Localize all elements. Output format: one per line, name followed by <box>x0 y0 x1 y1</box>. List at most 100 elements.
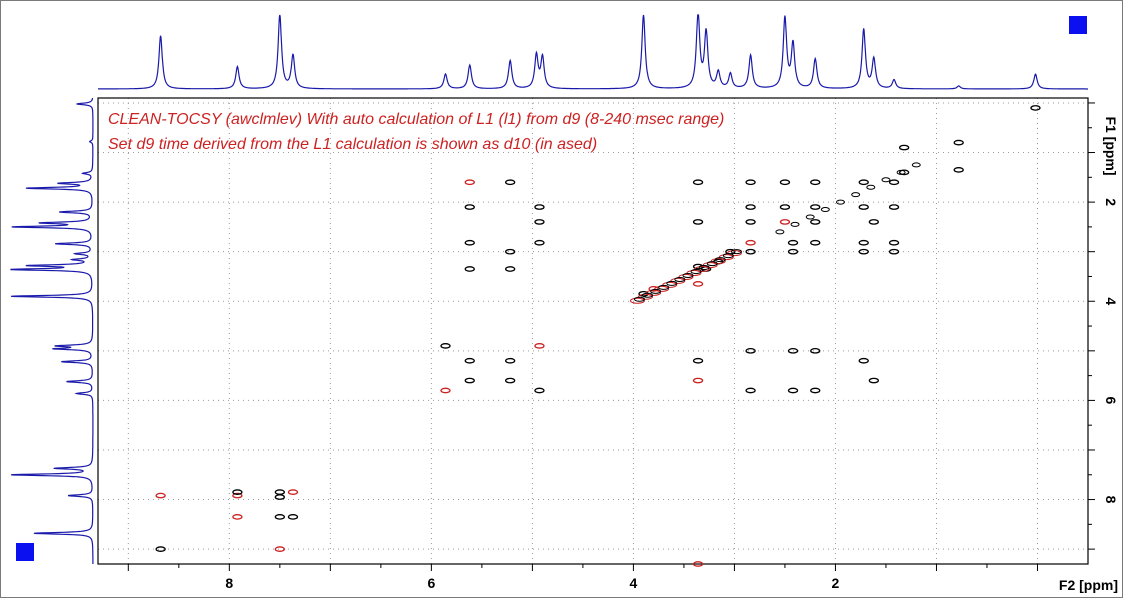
diagonal-peak <box>642 292 654 298</box>
cross-peak <box>888 204 900 210</box>
diagonal-peak <box>706 261 718 267</box>
cross-peak <box>638 290 649 297</box>
y-tick-label: 8 <box>1103 496 1119 504</box>
plot-area <box>97 97 1089 565</box>
cross-peak <box>155 546 166 552</box>
cross-peak <box>779 179 791 186</box>
cross-peak <box>534 219 545 225</box>
x-tick-label: 4 <box>630 575 638 591</box>
cross-peak <box>779 204 791 210</box>
cross-peak <box>274 546 285 552</box>
cross-peak <box>745 179 756 186</box>
diagonal-peak <box>666 280 678 286</box>
cross-peak <box>648 286 659 292</box>
cross-peak <box>953 167 964 173</box>
cross-peak <box>745 204 756 210</box>
cross-peak <box>745 347 756 354</box>
diagonal-peak <box>633 296 645 302</box>
cross-peaks <box>155 105 1041 567</box>
cross-peak <box>440 387 451 394</box>
cross-peak <box>692 357 704 364</box>
cross-peak <box>745 219 756 225</box>
diagonal-peak <box>658 284 670 290</box>
diagonal-peak <box>911 162 921 168</box>
f2-projection <box>98 14 1088 90</box>
diagonal-peak <box>698 265 710 271</box>
cross-peak <box>858 204 869 210</box>
cross-peak <box>1030 105 1041 111</box>
x-tick-label: 2 <box>832 575 840 591</box>
x-axis-ticks: 8 6 4 2 <box>127 564 1038 591</box>
cross-peak <box>287 514 299 520</box>
cross-peak <box>534 343 545 349</box>
cross-peak <box>888 248 900 255</box>
cross-peak <box>464 179 475 186</box>
cross-peak <box>810 179 821 186</box>
cross-peak <box>810 387 821 394</box>
diagonal-peak <box>790 221 800 227</box>
diagonal-peak <box>682 272 694 278</box>
cross-peak <box>464 377 475 384</box>
diagonal-peak <box>820 207 830 213</box>
diagonal-peak <box>805 214 815 220</box>
x-tick-label: 8 <box>225 575 233 591</box>
diagonal-peak <box>714 257 726 263</box>
cross-peak <box>692 179 704 186</box>
cross-peak <box>692 219 704 225</box>
cross-peak <box>810 219 821 225</box>
diagonal-peak <box>722 253 734 259</box>
diagonal-peak <box>650 288 662 294</box>
cross-peak <box>505 248 516 255</box>
cross-peak <box>505 377 516 384</box>
corner-marker-icon <box>16 543 34 561</box>
corner-marker-icon <box>1069 16 1087 34</box>
diagonal-peak <box>836 199 845 205</box>
annotation-line-2: Set d9 time derived from the L1 calculat… <box>108 136 597 153</box>
cross-peak <box>505 266 516 272</box>
diagonal-peak <box>629 297 645 304</box>
x-axis-label: F2 [ppm] <box>1059 577 1118 593</box>
diagonal-peak <box>881 177 891 183</box>
cross-peak <box>505 357 516 364</box>
cross-peak <box>464 239 475 246</box>
y-tick-label: 4 <box>1103 297 1119 305</box>
cross-peak <box>868 219 879 225</box>
cross-peak <box>953 139 964 146</box>
cross-peak <box>692 377 704 384</box>
y-axis-ticks: 2 4 6 8 <box>1088 102 1119 550</box>
cross-peak <box>787 239 799 246</box>
diagonal-peak <box>866 184 876 190</box>
cross-peak <box>810 204 821 210</box>
cross-peak <box>274 494 285 500</box>
cross-peak <box>692 281 704 287</box>
diagonal-peak <box>775 229 785 235</box>
cross-peak <box>745 239 756 246</box>
grid <box>98 98 1088 564</box>
cross-peak <box>440 343 451 349</box>
cross-peak <box>810 239 821 246</box>
cross-peak <box>898 169 910 176</box>
cross-peak <box>692 561 704 567</box>
cross-peak <box>787 347 799 354</box>
diagonal-peak <box>730 249 742 255</box>
cross-peak <box>534 204 545 210</box>
y-tick-label: 2 <box>1103 198 1119 206</box>
cross-peak <box>534 239 545 246</box>
cross-peak <box>232 514 243 520</box>
f2-projection-trace <box>98 14 1088 90</box>
cross-peak <box>787 387 799 394</box>
cross-peak <box>287 489 299 495</box>
cross-peak <box>858 239 869 246</box>
cross-peak <box>888 179 900 186</box>
cross-peak <box>745 387 756 394</box>
diagonal-peak <box>690 269 702 275</box>
cross-peak <box>898 144 910 151</box>
f1-projection-trace <box>10 98 94 564</box>
cross-peak <box>779 219 791 225</box>
annotation-line-1: CLEAN-TOCSY (awclmlev) With auto calcula… <box>108 111 724 128</box>
cross-peak <box>155 492 166 499</box>
cross-peak <box>464 204 475 210</box>
cross-peak <box>464 357 475 364</box>
